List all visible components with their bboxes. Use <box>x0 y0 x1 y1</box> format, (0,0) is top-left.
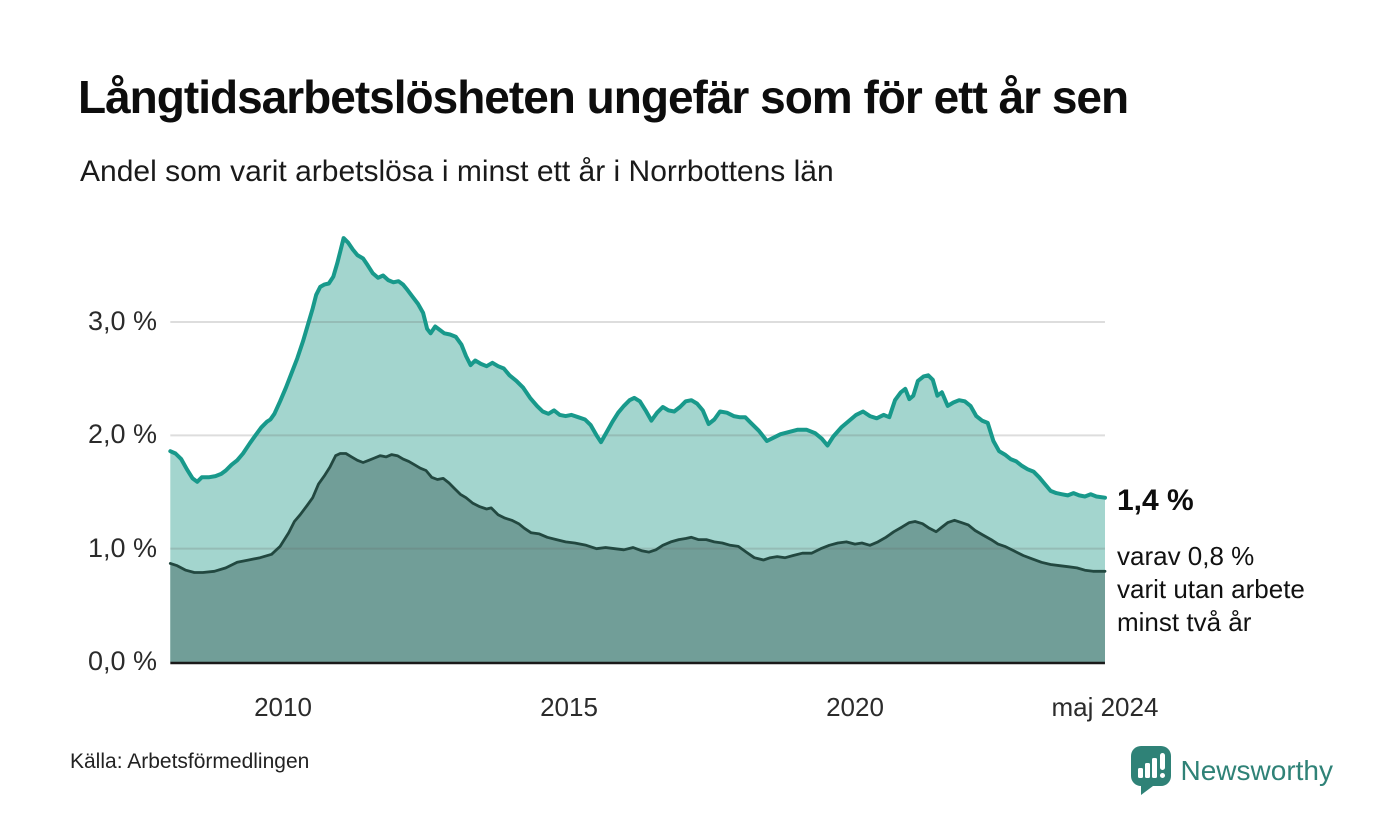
x-tick-label: 2015 <box>540 692 598 722</box>
x-tick-label: 2010 <box>254 692 312 722</box>
y-tick-label: 0,0 % <box>87 646 157 676</box>
annotation-line: varit utan arbete <box>1117 574 1305 604</box>
annotation-line: minst två år <box>1117 607 1252 637</box>
page-title: Långtidsarbetslösheten ungefär som för e… <box>78 71 1129 123</box>
y-tick-label: 1,0 % <box>87 532 157 563</box>
y-tick-label: 3,0 % <box>87 306 157 336</box>
annotation-line: varav 0,8 % <box>1117 541 1255 571</box>
newsworthy-logo-icon <box>1130 746 1171 795</box>
brand-wordmark: Newsworthy <box>1180 754 1333 786</box>
brand-lockup: Newsworthy <box>1130 746 1333 795</box>
area-fill <box>170 453 1106 662</box>
series-line <box>168 452 1107 574</box>
chart-subtitle: Andel som varit arbetslösa i minst ett å… <box>80 155 834 188</box>
x-tick-label: maj 2024 <box>1051 692 1159 722</box>
y-tick-label: 2,0 % <box>87 419 157 450</box>
x-tick-label: 2020 <box>826 692 884 722</box>
source-note: Källa: Arbetsförmedlingen <box>70 750 310 773</box>
annotation-latest-value: 1,4 % <box>1117 484 1194 517</box>
series-line <box>168 236 1107 500</box>
annotation-sub-text: varav 0,8 % varit utan arbete minst två år <box>1117 540 1305 639</box>
